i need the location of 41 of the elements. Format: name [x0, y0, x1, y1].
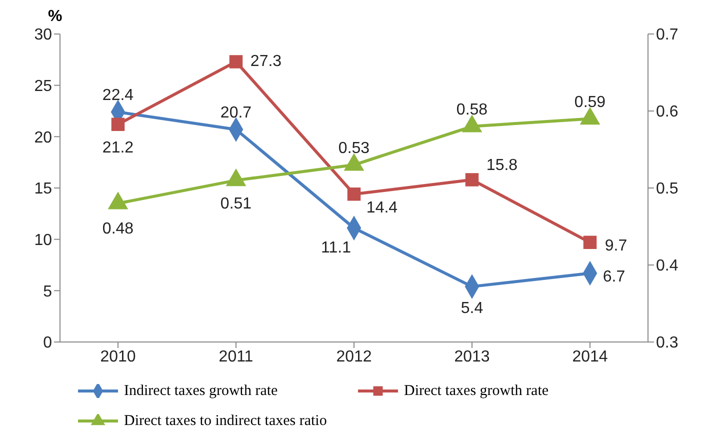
y-tick-label: 25 — [34, 78, 52, 96]
data-label: 5.4 — [460, 300, 484, 317]
x-tick-label: 2013 — [454, 348, 490, 366]
x-tick-label: 2010 — [100, 348, 136, 366]
data-label: 0.51 — [220, 196, 252, 213]
y2-tick-label: 0.5 — [656, 180, 678, 198]
point — [111, 118, 125, 131]
data-label: 0.53 — [338, 140, 370, 158]
data-label: 0.59 — [574, 94, 606, 111]
point — [465, 173, 479, 186]
legend-label: Direct taxes growth rate — [404, 382, 549, 400]
data-label: 6.7 — [602, 268, 626, 286]
data-label: 11.1 — [321, 239, 352, 256]
y-tick-label: 30 — [34, 26, 52, 44]
y2-tick-label: 0.7 — [656, 26, 678, 44]
x-tick-label: 2011 — [218, 348, 254, 366]
x-tick-label: 2012 — [336, 348, 372, 366]
y-tick-label: 5 — [43, 283, 52, 300]
y-tick-label: 0 — [43, 334, 52, 352]
data-label: 21.2 — [102, 140, 134, 157]
point — [347, 188, 361, 201]
data-label: 22.4 — [102, 87, 134, 104]
point — [583, 236, 597, 250]
data-label: 15.8 — [486, 157, 518, 174]
y2-tick-label: 0.6 — [656, 104, 678, 121]
point — [229, 55, 243, 68]
data-label: 27.3 — [250, 52, 282, 70]
y2-tick-label: 0.3 — [656, 334, 678, 352]
legend-label: Direct taxes to indirect taxes ratio — [124, 412, 327, 430]
x-tick-label: 2014 — [572, 348, 608, 366]
data-label: 0.58 — [456, 102, 488, 119]
y2-tick-label: 0.4 — [656, 258, 678, 275]
data-label: 20.7 — [220, 104, 252, 122]
y-tick-label: 20 — [34, 129, 52, 146]
legend-label: Indirect taxes growth rate — [124, 382, 278, 400]
data-label: 0.48 — [102, 220, 134, 238]
data-label: 9.7 — [604, 238, 628, 255]
y-axis-title: % — [48, 8, 62, 26]
y-tick-label: 10 — [34, 232, 52, 250]
data-label: 14.4 — [366, 199, 398, 216]
y-tick-label: 15 — [34, 180, 52, 198]
